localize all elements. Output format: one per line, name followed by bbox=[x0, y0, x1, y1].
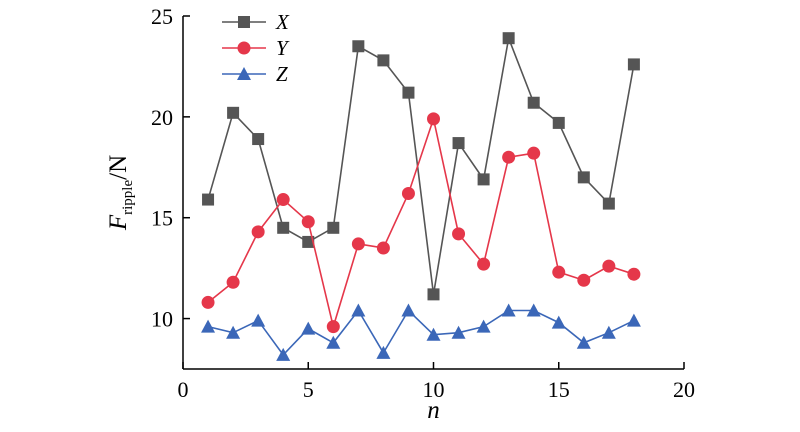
series-y-point bbox=[527, 146, 541, 160]
series-x-point bbox=[577, 171, 590, 184]
series-y-point bbox=[477, 257, 491, 271]
series-y-line bbox=[207, 115, 635, 330]
series-y bbox=[201, 112, 641, 334]
legend-label: Z bbox=[276, 62, 288, 86]
series-z-point bbox=[601, 325, 616, 339]
plot-area bbox=[201, 32, 641, 361]
series-z-point bbox=[376, 345, 391, 359]
series-y-point bbox=[251, 225, 265, 239]
series-x-point bbox=[527, 96, 540, 109]
axes: 0 5 10 15 20 10 15 20 25 bbox=[151, 4, 695, 402]
legend-marker bbox=[238, 16, 250, 28]
legend-item-y: Y bbox=[222, 36, 290, 60]
series-y-point bbox=[627, 267, 641, 281]
y-tick-label: 25 bbox=[151, 4, 173, 29]
series-x-point bbox=[227, 106, 240, 119]
series-z-point bbox=[426, 327, 441, 341]
series-z-point bbox=[326, 335, 341, 349]
series-x-point bbox=[452, 137, 465, 150]
series-y-point bbox=[226, 275, 240, 289]
series-z-point bbox=[576, 335, 591, 349]
series-z-point bbox=[226, 325, 241, 339]
series-x-point bbox=[202, 193, 215, 206]
series-x-point bbox=[602, 197, 615, 210]
series-y-point bbox=[602, 259, 616, 273]
series-y-point bbox=[301, 215, 315, 229]
series-x-point bbox=[477, 173, 490, 186]
series-z-point bbox=[301, 321, 316, 335]
series-y-point bbox=[502, 150, 516, 164]
y-tick-label: 20 bbox=[151, 105, 173, 130]
x-tick-label: 15 bbox=[548, 377, 570, 402]
series-y-point bbox=[427, 112, 440, 126]
series-x bbox=[202, 32, 640, 301]
series-x-point bbox=[627, 58, 640, 71]
series-x-point bbox=[252, 133, 265, 146]
series-x-point bbox=[402, 86, 415, 99]
series-z-point bbox=[476, 319, 491, 333]
x-tick-label: 5 bbox=[303, 377, 314, 402]
series-z-point bbox=[626, 313, 641, 327]
series-x-point bbox=[277, 221, 290, 234]
series-z-point bbox=[451, 325, 466, 339]
y-axis-title: Fripple/N bbox=[105, 155, 136, 231]
series-x-point bbox=[352, 40, 365, 53]
series-x-point bbox=[427, 288, 440, 301]
legend-label: Y bbox=[276, 36, 290, 60]
series-x-point bbox=[377, 54, 390, 67]
series-z-point bbox=[551, 315, 566, 329]
series-x-point bbox=[327, 221, 340, 234]
series-y-point bbox=[326, 320, 340, 334]
series-z-point bbox=[526, 303, 541, 317]
x-ticks: 0 5 10 15 20 bbox=[178, 362, 695, 402]
series-x-point bbox=[302, 235, 315, 248]
y-tick-label: 15 bbox=[151, 206, 173, 231]
y-axis-title-sub: ripple bbox=[120, 180, 136, 215]
x-tick-label: 0 bbox=[178, 377, 189, 402]
series-x-point bbox=[502, 32, 515, 45]
series-x-line bbox=[207, 35, 635, 295]
y-tick-label: 10 bbox=[151, 307, 173, 332]
series-z-point bbox=[276, 347, 291, 361]
series-z-point bbox=[251, 313, 266, 327]
x-tick-label: 20 bbox=[673, 377, 695, 402]
y-axis-title-main: F bbox=[105, 214, 132, 231]
legend-item-x: X bbox=[222, 10, 290, 34]
series-z bbox=[201, 303, 641, 361]
series-z-point bbox=[201, 319, 216, 333]
legend: XYZ bbox=[222, 10, 290, 86]
legend-item-z: Z bbox=[222, 62, 288, 86]
x-tick-label: 10 bbox=[423, 377, 445, 402]
series-z-point bbox=[501, 303, 516, 317]
series-x-point bbox=[552, 116, 565, 129]
y-ticks: 10 15 20 25 bbox=[151, 4, 190, 332]
series-y-point bbox=[577, 273, 591, 287]
series-y-point bbox=[552, 265, 566, 279]
series-z-point bbox=[401, 303, 416, 317]
series-y-point bbox=[401, 187, 415, 201]
legend-marker bbox=[237, 67, 251, 80]
series-y-point bbox=[351, 237, 365, 251]
series-y-point bbox=[376, 241, 390, 255]
legend-marker bbox=[237, 41, 251, 55]
y-axis-title-unit: /N bbox=[105, 155, 132, 180]
series-y-point bbox=[201, 295, 215, 309]
legend-label: X bbox=[275, 10, 290, 34]
series-y-point bbox=[276, 193, 290, 207]
x-axis-title: n bbox=[427, 397, 440, 424]
series-z-point bbox=[351, 303, 366, 317]
series-z-line bbox=[207, 309, 635, 357]
series-y-point bbox=[452, 227, 466, 241]
